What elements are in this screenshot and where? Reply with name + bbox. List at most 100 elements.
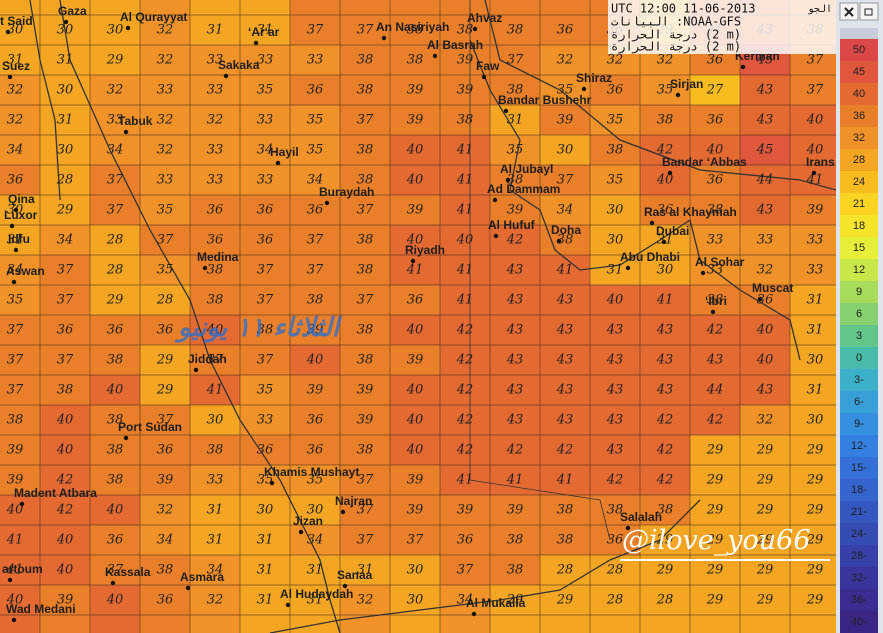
- temperature-cell: [740, 465, 791, 496]
- legend-label: 50: [853, 44, 865, 56]
- city-label: Hayil: [270, 145, 299, 159]
- temperature-cell: [240, 285, 291, 316]
- temperature-cell: [240, 255, 291, 286]
- temperature-value: 30: [57, 143, 74, 158]
- temperature-value: 43: [506, 263, 524, 278]
- city-dot: [740, 64, 746, 70]
- temperature-cell: [340, 165, 391, 196]
- temperature-cell: [0, 465, 41, 496]
- temperature-cell: [290, 255, 341, 286]
- temperature-cell: [540, 405, 591, 436]
- temperature-value: 39: [307, 383, 324, 398]
- city-dot: [472, 26, 478, 32]
- temperature-cell: [540, 315, 591, 346]
- legend-swatch: [840, 611, 878, 633]
- temperature-cell: [790, 435, 836, 466]
- temperature-value: 30: [57, 83, 74, 98]
- close-icon: [844, 7, 854, 17]
- temperature-cell: [140, 75, 191, 106]
- legend-swatch: [840, 61, 878, 83]
- temperature-cell: [40, 165, 91, 196]
- temperature-cell: [540, 0, 591, 15]
- legend-label: 28-: [851, 550, 867, 562]
- temperature-value: 39: [157, 473, 174, 488]
- temperature-value: 39: [407, 83, 424, 98]
- temperature-value: 34: [157, 533, 174, 548]
- temperature-cell: [190, 255, 241, 286]
- city-dot: [481, 74, 487, 80]
- temperature-cell: [90, 75, 141, 106]
- temperature-cell: [740, 225, 791, 256]
- temperature-cell: [390, 345, 441, 376]
- legend-swatch: [840, 545, 878, 567]
- temperature-cell: [190, 285, 241, 316]
- temperature-cell: [290, 405, 341, 436]
- temperature-value: 36: [57, 323, 74, 338]
- temperature-cell: [40, 45, 91, 76]
- temperature-value: 29: [756, 563, 774, 578]
- temperature-value: 43: [706, 353, 724, 368]
- temperature-value: 41: [456, 203, 474, 218]
- temperature-value: 36: [657, 203, 674, 218]
- temperature-value: 32: [7, 113, 24, 128]
- city-label: Wad Medani: [6, 602, 76, 616]
- temperature-cell: [740, 105, 791, 136]
- temperature-cell: [790, 75, 836, 106]
- temperature-value: 38: [357, 353, 374, 368]
- header-source: NOAA-GFS: البيانات: [611, 15, 741, 29]
- restore-button[interactable]: [859, 2, 879, 21]
- temperature-value: 37: [407, 533, 424, 548]
- temperature-value: 43: [506, 413, 524, 428]
- city-label: Irans: [806, 155, 835, 169]
- temperature-value: 33: [307, 53, 324, 68]
- window-buttons[interactable]: [839, 2, 879, 21]
- temperature-cell: [190, 135, 241, 166]
- temperature-cell: [640, 375, 691, 406]
- city-label: Sanaa: [337, 568, 373, 582]
- temperature-cell: [540, 135, 591, 166]
- temperature-value: 29: [806, 563, 824, 578]
- city-label: Jizan: [293, 514, 323, 528]
- temperature-cell: [240, 465, 291, 496]
- city-dot: [410, 258, 416, 264]
- temperature-value: 38: [357, 143, 374, 158]
- temperature-value: 40: [406, 173, 424, 188]
- city-dot: [13, 247, 19, 253]
- temperature-value: 30: [557, 143, 574, 158]
- temperature-value: 39: [407, 503, 424, 518]
- temperature-cell: [0, 555, 41, 586]
- city-label: Dubai: [656, 224, 689, 238]
- temperature-value: 32: [157, 53, 174, 68]
- temperature-value: 38: [407, 23, 424, 38]
- temperature-cell: [540, 435, 591, 466]
- temperature-value: 37: [807, 53, 824, 68]
- temperature-cell: [0, 405, 41, 436]
- city-dot: [223, 73, 229, 79]
- temperature-cell: [0, 135, 41, 166]
- legend-swatch: [840, 523, 878, 545]
- temperature-value: 40: [106, 593, 124, 608]
- legend-label: 32: [853, 132, 865, 144]
- temperature-value: 33: [207, 143, 224, 158]
- legend-swatch: [840, 193, 878, 215]
- temperature-value: 43: [556, 353, 574, 368]
- city-label: Sirjan: [670, 77, 703, 91]
- temperature-value: 40: [656, 173, 674, 188]
- temperature-cell: [240, 345, 291, 376]
- temperature-value: 40: [206, 323, 224, 338]
- temperature-value: 35: [607, 173, 624, 188]
- temperature-cell: [90, 15, 141, 46]
- temperature-value: 33: [207, 173, 224, 188]
- temperature-value: 42: [656, 413, 674, 428]
- temperature-cell: [790, 105, 836, 136]
- temperature-value: 39: [807, 203, 824, 218]
- temperature-cell: [390, 0, 441, 15]
- temperature-value: 39: [7, 443, 24, 458]
- city-dot: [13, 207, 19, 213]
- temperature-value: 34: [307, 173, 324, 188]
- temperature-value: 33: [207, 473, 224, 488]
- temperature-cell: [390, 105, 441, 136]
- temperature-cell: [440, 405, 491, 436]
- temperature-value: 39: [507, 203, 524, 218]
